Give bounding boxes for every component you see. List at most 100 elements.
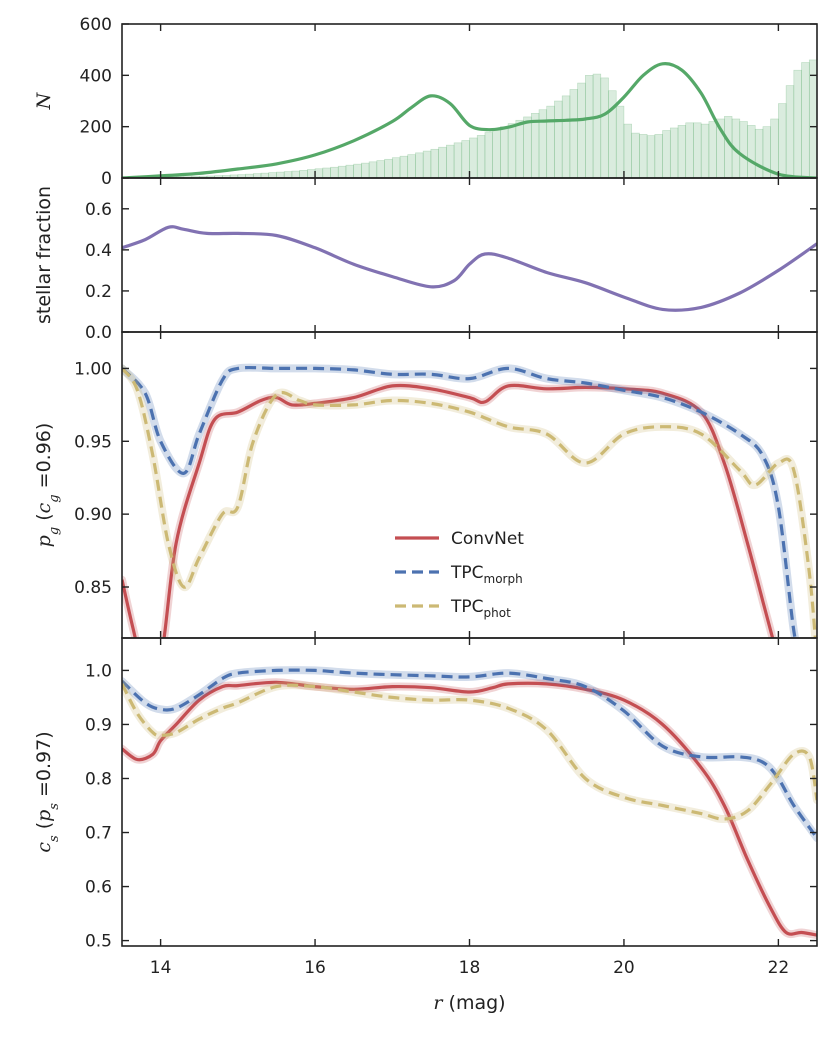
hist-bar bbox=[376, 160, 385, 178]
hist-bar bbox=[515, 119, 524, 178]
y-axis-label: pg (cg =0.96) bbox=[33, 423, 62, 548]
hist-bar bbox=[639, 134, 648, 178]
hist-bar bbox=[453, 142, 463, 178]
hist-bar bbox=[592, 73, 602, 178]
hist-bar bbox=[345, 164, 354, 178]
y-tick-label: 0.6 bbox=[85, 200, 112, 220]
hist-bar bbox=[399, 155, 409, 178]
series-band-tpcphot bbox=[122, 364, 817, 638]
y-tick-label: 0.5 bbox=[85, 932, 112, 952]
hist-bar bbox=[361, 162, 370, 178]
hist-bar bbox=[747, 125, 756, 178]
series-band-tpcmorph bbox=[122, 363, 800, 638]
y-tick-label: 0.4 bbox=[85, 241, 112, 261]
y-tick-label: 0.95 bbox=[74, 432, 112, 452]
legend-item: TPCmorph bbox=[395, 563, 523, 586]
y-tick-label: 0.6 bbox=[85, 878, 112, 898]
y-tick-label: 0.0 bbox=[85, 323, 112, 343]
hist-bar bbox=[825, 57, 831, 178]
hist-bar bbox=[422, 150, 432, 178]
panel-counts: 0 200 400 600 N bbox=[33, 15, 831, 189]
hist-bar bbox=[785, 85, 795, 178]
series-line-tpcmorph bbox=[122, 668, 817, 839]
hist-bar bbox=[615, 105, 625, 178]
hist-bar bbox=[530, 113, 540, 178]
hist-bar bbox=[368, 161, 378, 178]
legend-label: TPCmorph bbox=[450, 563, 523, 586]
hist-bar bbox=[754, 128, 764, 178]
hist-bar bbox=[237, 174, 246, 178]
hist-bar bbox=[801, 62, 810, 178]
hist-bar bbox=[623, 123, 632, 178]
plot-area-counts bbox=[122, 57, 831, 178]
hist-bar bbox=[523, 116, 532, 178]
y-axis-label: N bbox=[33, 91, 55, 110]
hist-bar bbox=[291, 170, 300, 178]
y-tick-label: 0.2 bbox=[85, 282, 112, 302]
panel-stellar: 0.0 0.2 0.4 0.6 stellar fraction bbox=[33, 177, 818, 343]
hist-bar bbox=[778, 103, 787, 178]
hist-bar bbox=[600, 77, 609, 178]
hist-bar bbox=[299, 170, 308, 178]
hist-bar bbox=[669, 127, 679, 178]
hist-bar bbox=[276, 171, 285, 178]
hist-bar bbox=[337, 165, 347, 178]
hist-bar bbox=[708, 121, 717, 178]
hist-bar bbox=[500, 126, 509, 178]
y-axis-label: cs (ps =0.97) bbox=[33, 731, 62, 852]
hist-bar bbox=[554, 100, 563, 178]
histogram bbox=[122, 57, 831, 178]
y-tick-label: 1.00 bbox=[74, 359, 112, 379]
hist-bar bbox=[214, 175, 223, 178]
series-line-tpcphot bbox=[122, 683, 817, 821]
plot-area-completeness bbox=[122, 666, 817, 940]
hist-bar bbox=[492, 129, 501, 178]
plot-area-purity bbox=[122, 363, 817, 638]
hist-bar bbox=[538, 109, 548, 178]
hist-bar bbox=[546, 105, 555, 178]
hist-bar bbox=[476, 135, 486, 178]
hist-bar bbox=[353, 163, 362, 178]
hist-bar bbox=[685, 122, 694, 178]
hist-bar bbox=[700, 123, 710, 178]
panel-completeness: 0.5 0.6 0.7 0.8 0.9 1.0 cs (ps =0.97) bbox=[33, 637, 818, 952]
hist-bar bbox=[762, 126, 771, 178]
series-line-stellar-fraction bbox=[122, 225, 817, 312]
y-tick-label: 200 bbox=[80, 118, 112, 138]
x-axis: 14 16 18 20 22 r (mag) bbox=[150, 958, 789, 1014]
legend: ConvNet TPCmorph TPCphot bbox=[395, 529, 524, 620]
legend-label: ConvNet bbox=[451, 529, 524, 549]
hist-bar bbox=[507, 123, 517, 178]
x-tick-label: 20 bbox=[613, 958, 635, 978]
hist-bar bbox=[469, 137, 478, 178]
hist-bar bbox=[384, 158, 393, 178]
hist-bar bbox=[646, 135, 656, 178]
hist-bar bbox=[693, 122, 702, 178]
hist-bar bbox=[314, 168, 324, 178]
y-tick-label: 1.0 bbox=[85, 661, 112, 681]
hist-bar bbox=[322, 167, 331, 178]
hist-bar bbox=[415, 152, 424, 178]
hist-bar bbox=[716, 118, 725, 178]
y-tick-label: 400 bbox=[80, 66, 112, 86]
x-axis-label: r (mag) bbox=[433, 992, 505, 1014]
hist-bar bbox=[577, 82, 586, 178]
y-axis-label: stellar fraction bbox=[33, 186, 55, 324]
hist-bar bbox=[307, 169, 316, 178]
hist-bar bbox=[739, 121, 748, 178]
y-tick-label: 600 bbox=[80, 15, 112, 35]
hist-bar bbox=[585, 75, 594, 178]
hist-bar bbox=[569, 89, 578, 178]
series-band-tpcphot bbox=[122, 679, 817, 824]
hist-bar bbox=[268, 172, 277, 178]
hist-bar bbox=[407, 154, 416, 178]
hist-bar bbox=[808, 59, 817, 178]
panel-frame bbox=[121, 177, 818, 333]
hist-bar bbox=[461, 140, 470, 178]
series-band-convnet bbox=[122, 678, 817, 940]
panel-purity: 0.85 0.90 0.95 1.00 pg (cg =0.96) bbox=[33, 331, 818, 639]
y-tick-label: 0.8 bbox=[85, 769, 112, 789]
hist-bar bbox=[770, 118, 779, 178]
